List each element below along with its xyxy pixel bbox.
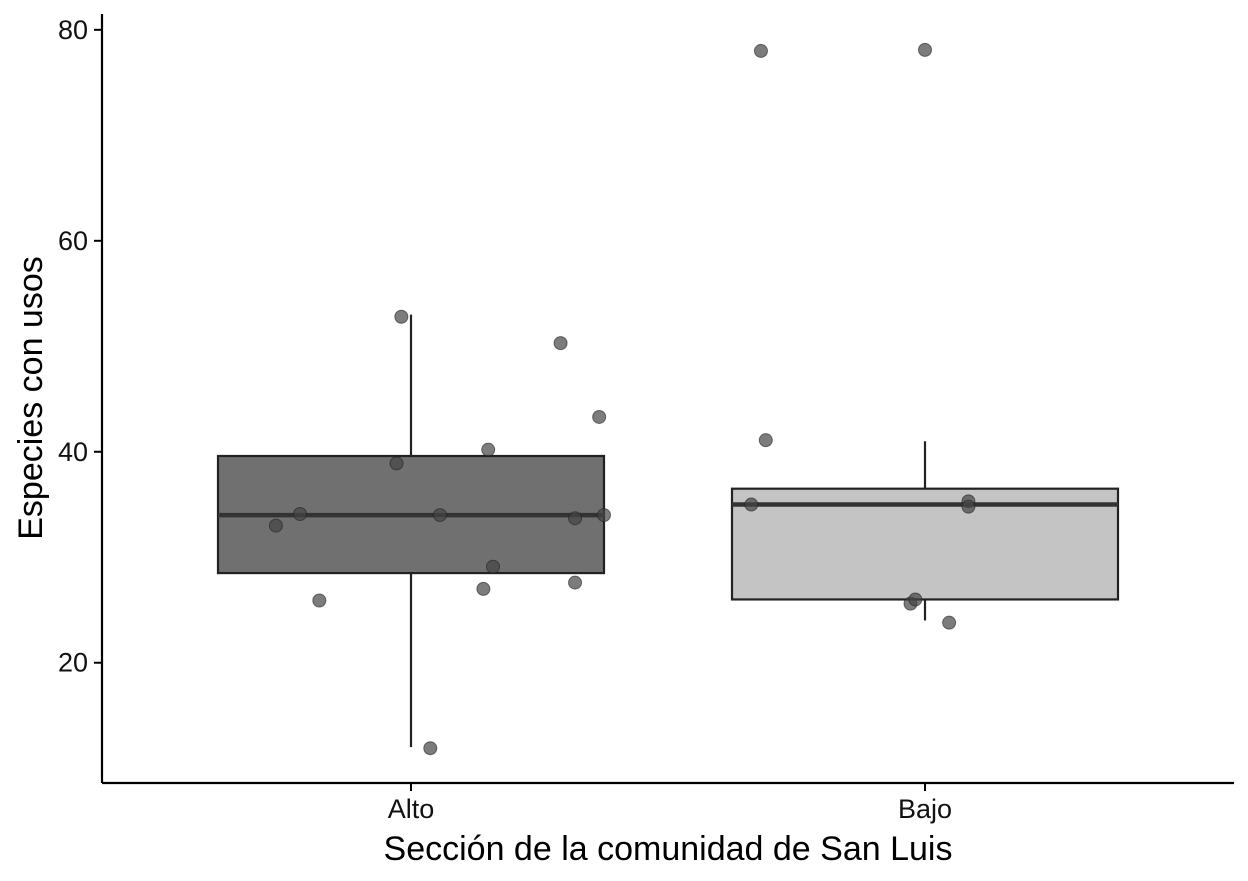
- data-point: [753, 43, 768, 58]
- data-point: [293, 507, 308, 522]
- data-point: [268, 518, 283, 533]
- data-point: [486, 559, 501, 574]
- y-tick-label: 60: [58, 226, 88, 256]
- data-point: [597, 508, 611, 523]
- data-point: [423, 741, 438, 756]
- data-points: [268, 42, 976, 756]
- x-axis-title: Sección de la comunidad de San Luis: [384, 830, 953, 868]
- y-axis-title: Especies con usos: [12, 256, 50, 540]
- data-point: [481, 442, 496, 457]
- data-point: [744, 497, 759, 512]
- x-ticks: Alto Bajo: [388, 783, 952, 824]
- data-point: [942, 615, 957, 630]
- data-point: [568, 511, 583, 526]
- data-point: [476, 581, 491, 596]
- y-tick-label: 80: [58, 15, 88, 45]
- data-point: [389, 456, 404, 471]
- box-bajo: [730, 487, 1120, 601]
- data-point: [312, 593, 327, 608]
- data-point: [918, 42, 932, 57]
- data-point: [432, 508, 447, 523]
- data-point: [394, 309, 409, 324]
- data-point: [908, 592, 923, 607]
- boxes: [216, 314, 1120, 748]
- data-point: [568, 575, 583, 590]
- data-point: [758, 433, 773, 448]
- axes: [100, 14, 1234, 785]
- y-tick-label: 40: [58, 437, 88, 467]
- data-point: [592, 409, 607, 424]
- data-point: [961, 499, 976, 514]
- y-tick-label: 20: [58, 648, 88, 678]
- y-ticks: 20 40 60 80: [58, 15, 102, 678]
- data-point: [553, 336, 568, 351]
- x-tick-label: Alto: [388, 794, 435, 824]
- x-tick-label: Bajo: [898, 794, 952, 824]
